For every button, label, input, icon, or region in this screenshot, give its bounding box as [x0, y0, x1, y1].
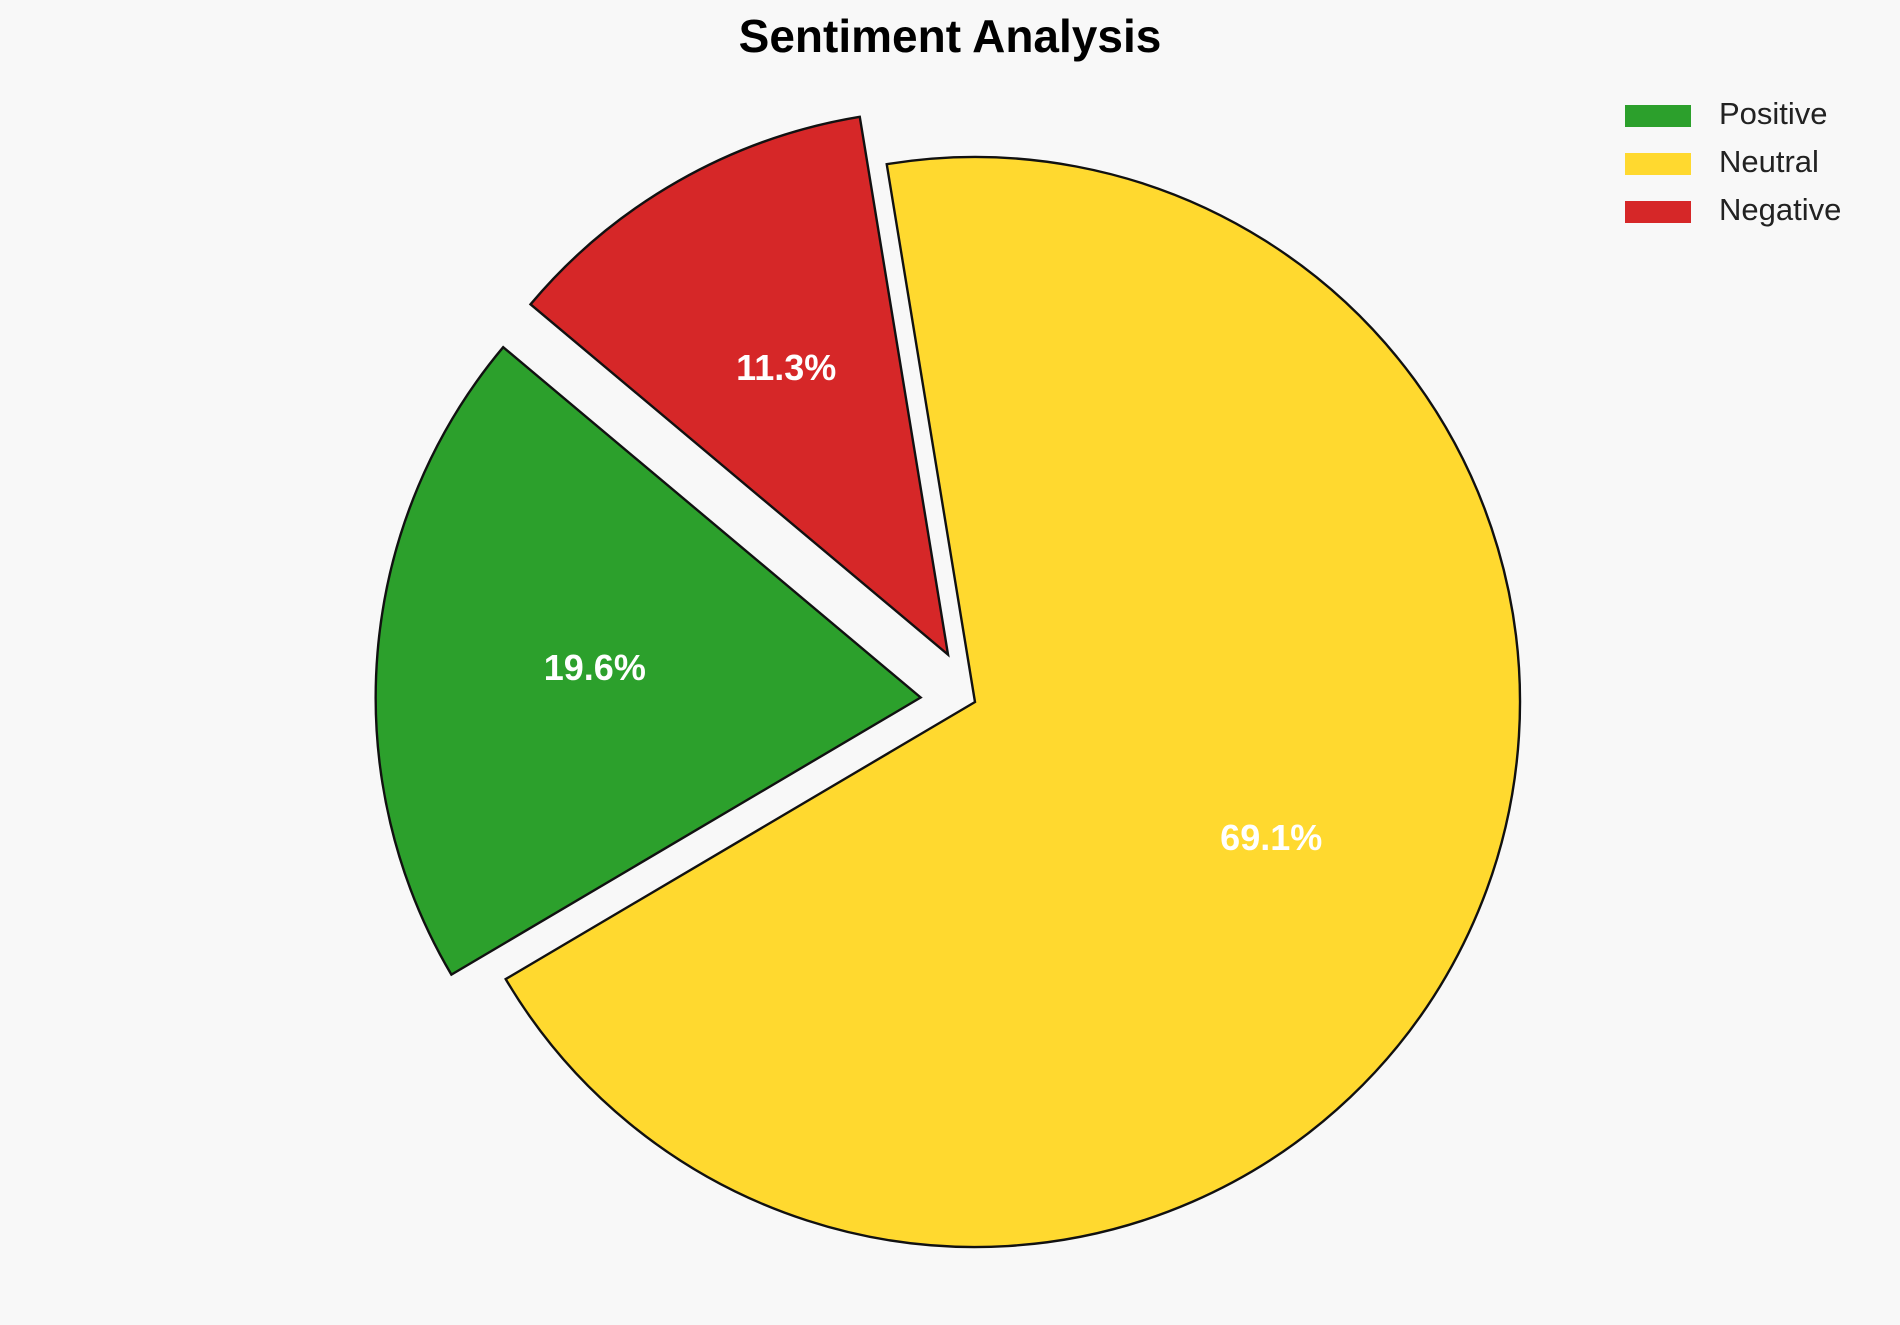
legend-label: Neutral — [1719, 144, 1819, 179]
slice-label: 19.6% — [544, 647, 646, 688]
legend-swatch — [1625, 153, 1691, 175]
pie-slice — [528, 115, 950, 658]
chart-title: Sentiment Analysis — [739, 10, 1162, 62]
slice-label: 69.1% — [1220, 817, 1322, 858]
pie-slice — [374, 345, 923, 977]
slice-label: 11.3% — [736, 347, 836, 388]
legend-swatch — [1625, 105, 1691, 127]
legend-swatch — [1625, 201, 1691, 223]
legend-label: Negative — [1719, 192, 1841, 227]
legend-label: Positive — [1719, 96, 1828, 131]
pie-slice — [504, 155, 1522, 1249]
